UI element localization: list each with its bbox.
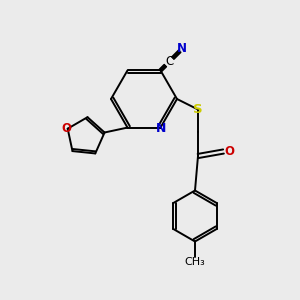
Text: O: O xyxy=(61,122,71,135)
Text: O: O xyxy=(224,145,234,158)
Text: C: C xyxy=(165,55,173,68)
Text: S: S xyxy=(193,103,203,116)
Text: N: N xyxy=(177,42,187,56)
Text: N: N xyxy=(156,122,166,135)
Text: CH₃: CH₃ xyxy=(184,257,206,267)
